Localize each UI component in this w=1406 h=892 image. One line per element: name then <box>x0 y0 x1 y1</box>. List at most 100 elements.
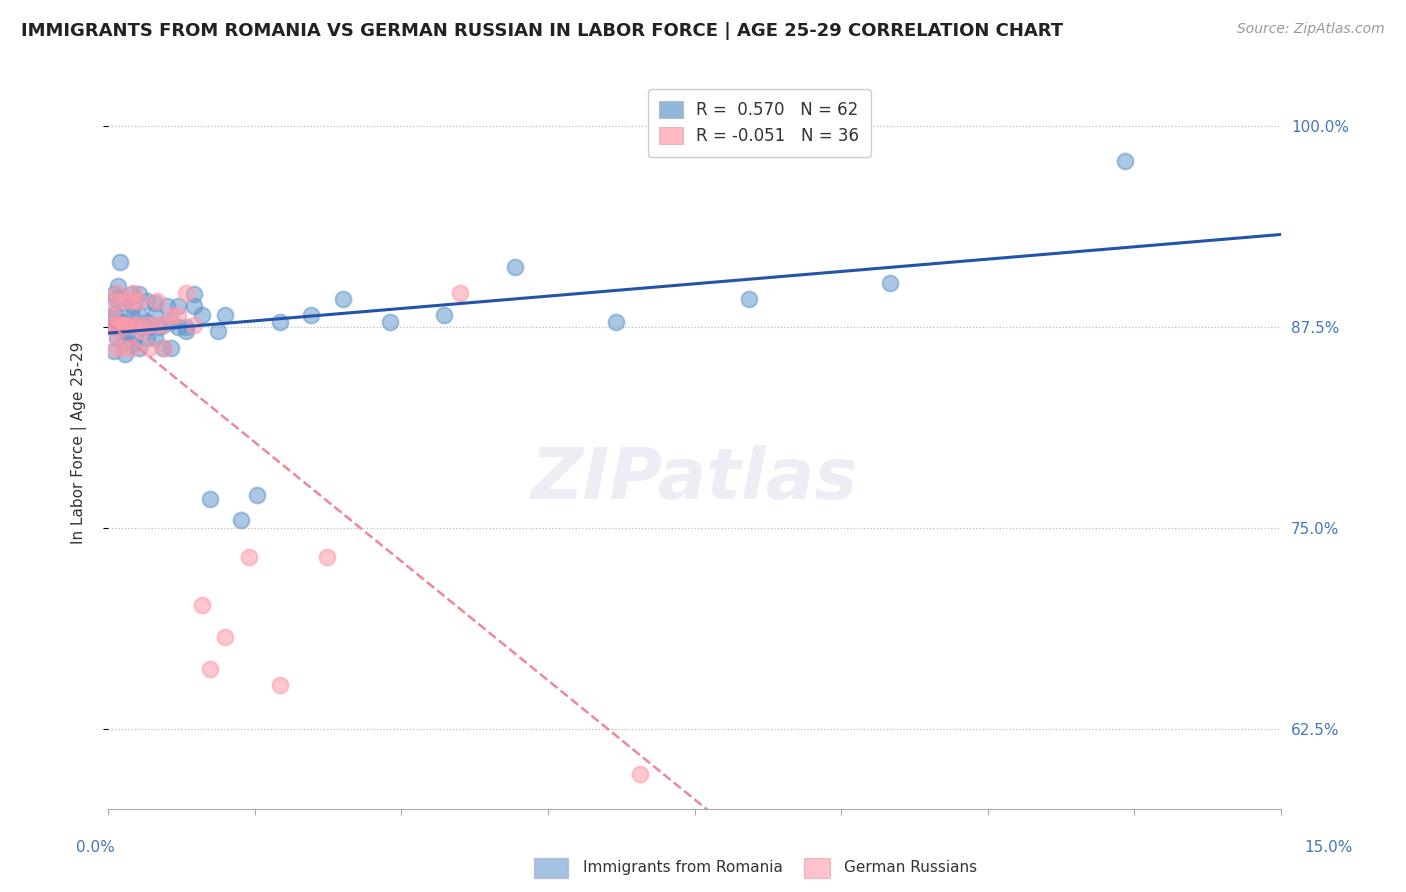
Point <box>128 309 150 323</box>
Point <box>152 318 174 332</box>
Point <box>108 318 131 332</box>
Point <box>433 309 456 323</box>
Point <box>143 331 166 345</box>
Point <box>148 319 170 334</box>
Y-axis label: In Labor Force | Age 25-29: In Labor Force | Age 25-29 <box>72 342 87 544</box>
Point <box>121 318 143 332</box>
Point <box>122 299 145 313</box>
Point <box>174 319 197 334</box>
Point <box>269 678 291 692</box>
Point <box>121 341 143 355</box>
Point <box>156 299 179 313</box>
Point <box>107 331 129 345</box>
Point <box>104 307 127 321</box>
Point <box>449 285 471 300</box>
Point <box>174 325 197 339</box>
Point <box>111 291 134 305</box>
Point <box>114 318 136 332</box>
Point <box>103 287 125 301</box>
Point <box>124 327 146 342</box>
Point <box>101 318 124 332</box>
Point <box>112 315 135 329</box>
Point <box>145 293 167 308</box>
Point <box>104 293 127 307</box>
Point <box>101 309 124 323</box>
Point <box>129 325 152 339</box>
Point <box>159 315 181 329</box>
Point <box>121 310 143 324</box>
Point <box>112 335 135 350</box>
Point <box>111 341 134 355</box>
Point <box>299 309 322 323</box>
Point <box>143 295 166 310</box>
Point <box>378 315 401 329</box>
Point <box>104 293 127 308</box>
Point <box>112 293 135 308</box>
Point <box>316 549 339 564</box>
Text: ZIPatlas: ZIPatlas <box>531 445 858 515</box>
Point <box>108 255 131 269</box>
Point <box>107 279 129 293</box>
Point <box>207 325 229 339</box>
Point <box>167 309 190 323</box>
Point <box>110 315 132 329</box>
Point <box>128 341 150 355</box>
Point <box>879 277 901 291</box>
Point <box>269 315 291 329</box>
Point <box>121 337 143 351</box>
Point <box>136 318 159 332</box>
Legend: R =  0.570   N = 62, R = -0.051   N = 36: R = 0.570 N = 62, R = -0.051 N = 36 <box>648 89 870 157</box>
Point <box>503 260 526 275</box>
Point <box>129 318 152 332</box>
Point <box>112 295 135 310</box>
Point <box>229 513 252 527</box>
Point <box>332 293 354 307</box>
Point <box>214 630 236 644</box>
Point <box>628 766 651 780</box>
Point <box>143 309 166 323</box>
Point <box>128 318 150 332</box>
Point <box>136 293 159 308</box>
Point <box>167 319 190 334</box>
Point <box>104 319 127 334</box>
Point <box>121 318 143 332</box>
Point <box>738 293 761 307</box>
Point <box>103 318 125 332</box>
Point <box>101 309 124 323</box>
Point <box>191 598 214 612</box>
Point <box>159 341 181 355</box>
Text: IMMIGRANTS FROM ROMANIA VS GERMAN RUSSIAN IN LABOR FORCE | AGE 25-29 CORRELATION: IMMIGRANTS FROM ROMANIA VS GERMAN RUSSIA… <box>21 22 1063 40</box>
Point <box>112 318 135 332</box>
Point <box>121 287 143 301</box>
Point <box>104 341 127 355</box>
Text: German Russians: German Russians <box>844 860 977 874</box>
Text: 0.0%: 0.0% <box>76 840 115 855</box>
Point <box>152 318 174 332</box>
Point <box>136 315 159 329</box>
Point <box>174 285 197 300</box>
Point <box>121 293 143 308</box>
Point <box>605 315 627 329</box>
Point <box>128 287 150 301</box>
Point <box>183 318 205 332</box>
Point <box>1114 154 1136 169</box>
Point <box>183 287 205 301</box>
Point <box>103 343 125 358</box>
Point <box>104 325 127 339</box>
Point <box>128 293 150 308</box>
Point <box>191 309 214 323</box>
Text: 15.0%: 15.0% <box>1305 840 1353 855</box>
Point <box>114 347 136 361</box>
Point <box>214 309 236 323</box>
Point <box>136 331 159 345</box>
Point <box>138 341 160 355</box>
Point <box>159 309 181 323</box>
Point <box>138 319 160 334</box>
Point <box>198 662 221 676</box>
Point <box>238 549 260 564</box>
Point <box>167 299 190 313</box>
Point <box>143 318 166 332</box>
Point <box>107 285 129 300</box>
Point <box>153 341 176 355</box>
Point <box>117 325 139 339</box>
